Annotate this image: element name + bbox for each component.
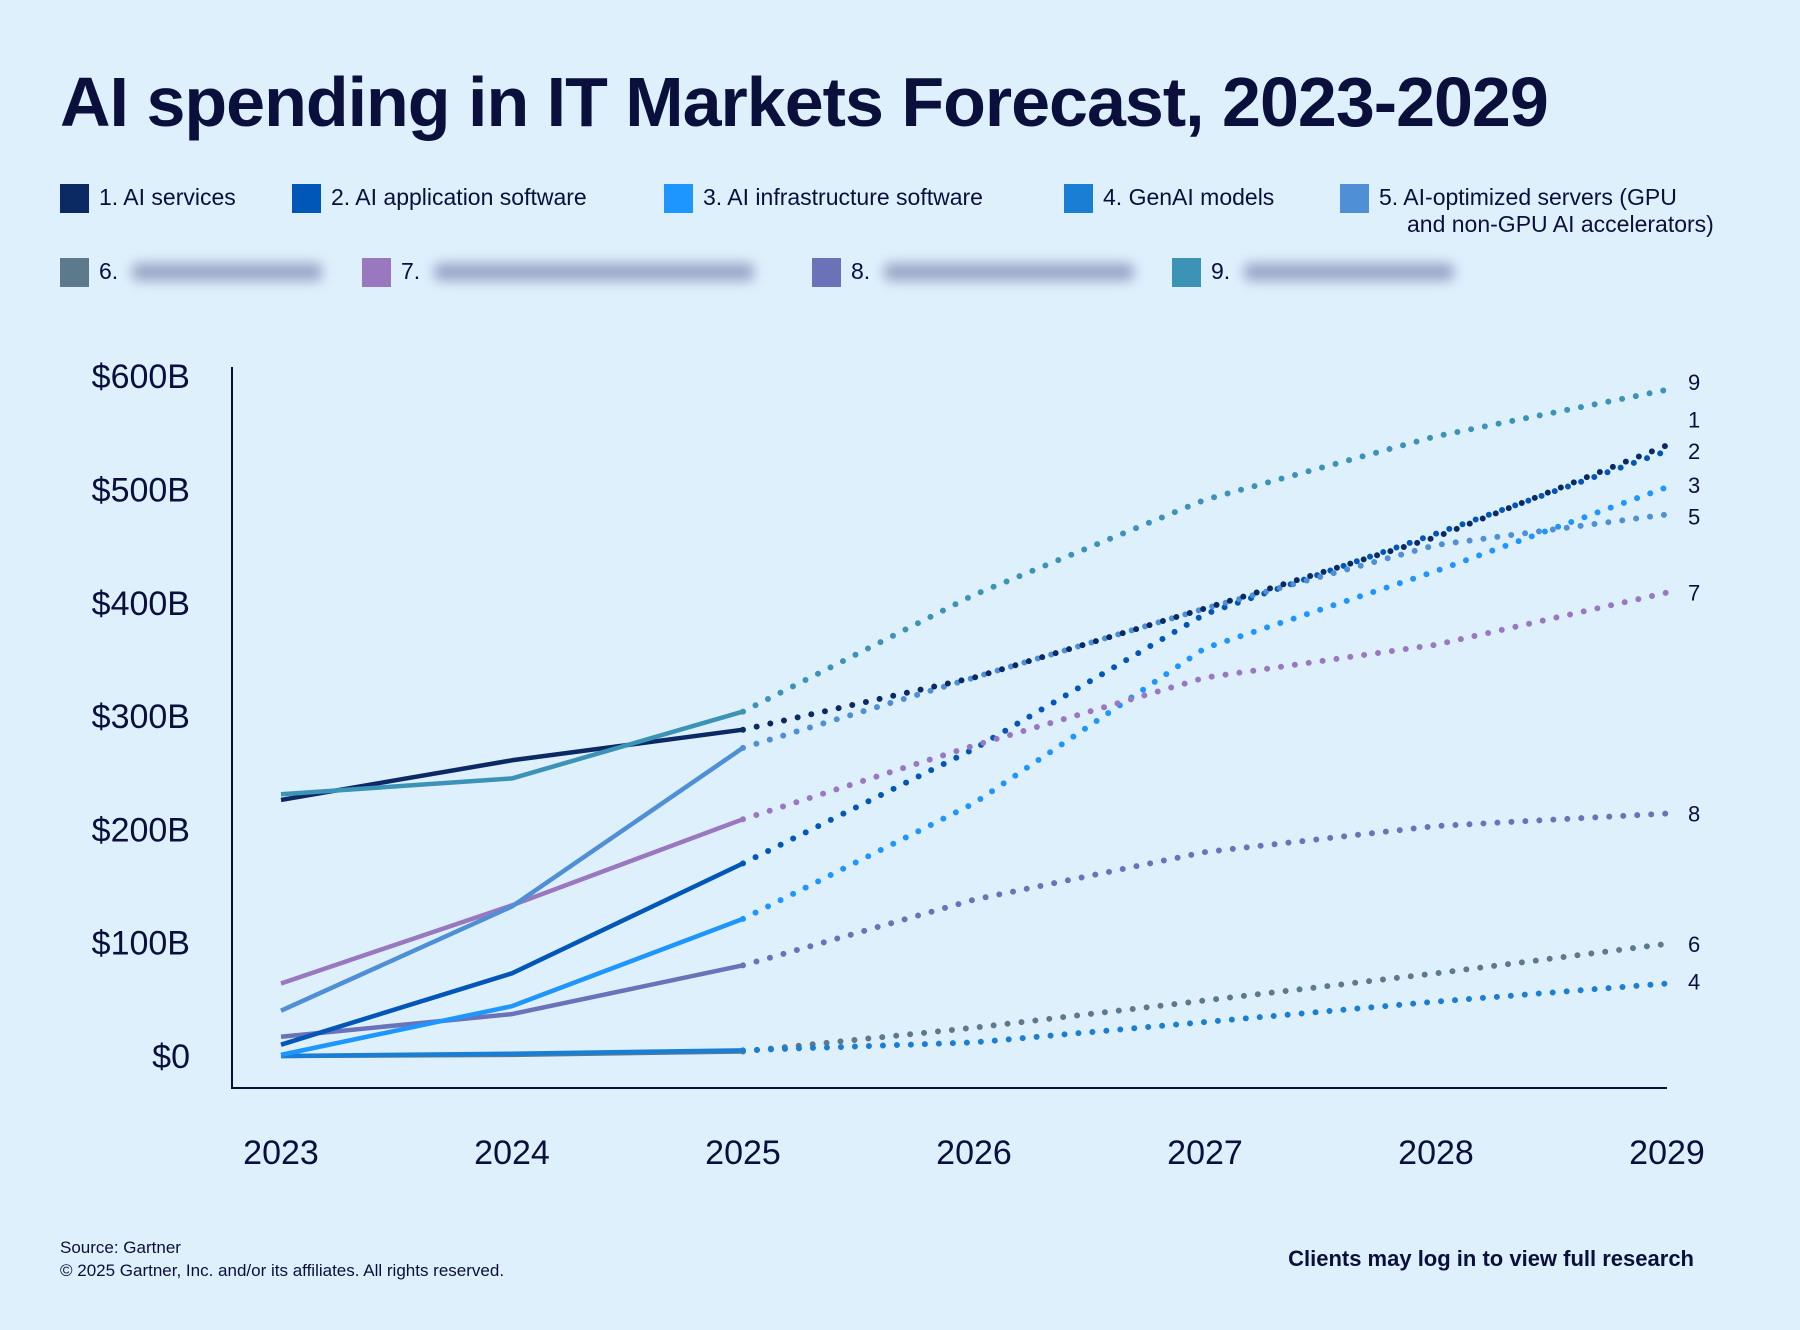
series-8-forecast-line: [740, 810, 1670, 969]
series-4-actual-line: [280, 1048, 744, 1059]
legend-item-2: 2. AI application software: [292, 184, 587, 213]
legend-swatch: [1340, 184, 1369, 213]
series-end-label-9: 9: [1688, 370, 1700, 395]
legend-item-9: 9.: [1172, 258, 1455, 287]
y-tick-label: $200B: [92, 811, 190, 849]
series-9-actual-line: [280, 709, 744, 797]
legend-item-1: 1. AI services: [60, 184, 236, 213]
series-5-forecast-line: [740, 511, 1670, 751]
series-end-label-8: 8: [1688, 802, 1700, 827]
legend-label-redacted: [1244, 263, 1455, 281]
series-end-label-6: 6: [1688, 932, 1700, 957]
legend-label: 2. AI application software: [331, 184, 587, 210]
y-tick-label: $300B: [92, 698, 190, 736]
legend-item-3: 3. AI infrastructure software: [664, 184, 983, 213]
legend-label: 8.: [851, 258, 871, 284]
x-tick-label: 2023: [243, 1134, 319, 1172]
legend-swatch: [292, 184, 321, 213]
series-end-label-5: 5: [1688, 504, 1700, 529]
legend-swatch: [362, 258, 391, 287]
legend-label: 9.: [1211, 258, 1231, 284]
legend-label-redacted: [434, 263, 755, 281]
source-note: Source: Gartner: [60, 1238, 181, 1257]
legend-swatch: [812, 258, 841, 287]
series-3-actual-line: [280, 916, 744, 1058]
x-tick-label: 2025: [705, 1134, 781, 1172]
legend-label: 5. AI-optimized servers (GPU and non-GPU …: [1379, 184, 1714, 237]
legend-label: 7.: [401, 258, 421, 284]
series-2-actual-line: [280, 861, 744, 1047]
series-4-forecast-line: [740, 980, 1670, 1054]
series-7-forecast-line: [740, 589, 1670, 823]
y-tick-label: $100B: [92, 925, 190, 963]
y-tick-label: $600B: [92, 358, 190, 396]
x-tick-label: 2026: [936, 1134, 1012, 1172]
series-7-actual-line: [280, 817, 744, 986]
legend-swatch: [60, 258, 89, 287]
series-8-actual-line: [280, 963, 744, 1039]
series-end-label-2: 2: [1688, 439, 1700, 464]
x-tick-label: 2027: [1167, 1134, 1243, 1172]
copyright-note: © 2025 Gartner, Inc. and/or its affiliat…: [60, 1261, 505, 1280]
x-tick-label: 2029: [1629, 1134, 1705, 1172]
legend-item-7: 7.: [362, 258, 755, 287]
x-tick-label: 2024: [474, 1134, 550, 1172]
chart-title: AI spending in IT Markets Forecast, 2023…: [60, 63, 1549, 141]
series-1-forecast-line: [740, 442, 1670, 733]
legend-label: 6.: [99, 258, 119, 284]
y-tick-label: $400B: [92, 585, 190, 623]
legend-swatch: [60, 184, 89, 213]
series-end-label-3: 3: [1688, 473, 1700, 498]
series-end-label-7: 7: [1688, 581, 1700, 606]
legend-item-4: 4. GenAI models: [1064, 184, 1274, 213]
series-end-label-1: 1: [1688, 407, 1700, 432]
series-end-label-4: 4: [1688, 969, 1700, 994]
x-tick-label: 2028: [1398, 1134, 1474, 1172]
series-2-forecast-line: [740, 447, 1670, 867]
y-tick-label: $0: [152, 1038, 190, 1076]
legend-label: 1. AI services: [99, 184, 236, 210]
legend-label: 3. AI infrastructure software: [703, 184, 983, 210]
clients-login-link[interactable]: Clients may log in to view full research: [1288, 1246, 1694, 1271]
series-6-forecast-line: [740, 940, 1670, 1055]
legend-swatch: [1172, 258, 1201, 287]
legend-item-6: 6.: [60, 258, 323, 287]
legend-item-8: 8.: [812, 258, 1135, 287]
y-tick-label: $500B: [92, 472, 190, 510]
legend-label-redacted: [132, 263, 323, 281]
legend-swatch: [664, 184, 693, 213]
series-9-forecast-line: [740, 386, 1670, 715]
legend-label: 4. GenAI models: [1103, 184, 1275, 210]
legend-item-5: 5. AI-optimized servers (GPU and non-GPU …: [1340, 184, 1714, 238]
legend-label-redacted: [884, 263, 1135, 281]
legend-swatch: [1064, 184, 1093, 213]
